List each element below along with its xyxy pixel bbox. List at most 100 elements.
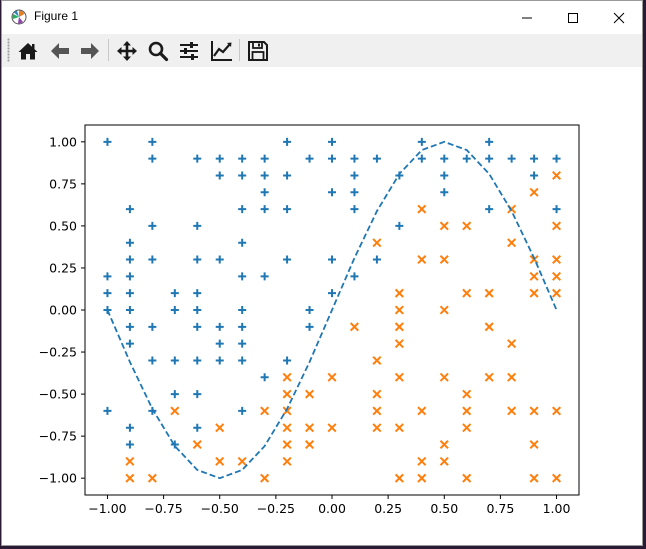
decision-boundary-curve [106,140,558,480]
cross-marker-point [507,238,517,248]
window-title: Figure 1 [34,9,79,23]
sliders-icon [180,42,198,60]
plus-marker-point [328,137,336,146]
minimize-icon [522,17,532,19]
plus-marker-point [260,171,269,180]
plus-marker-point [148,322,157,331]
maximize-button[interactable] [550,1,596,34]
plus-marker-point [372,154,381,163]
plus-marker-point [485,205,494,214]
plus-marker-point [215,339,224,348]
plus-marker-point [193,423,202,432]
y-tick-label: −0.75 [39,429,77,444]
line-chart-icon [211,41,232,61]
x-tick-label: 1.00 [543,501,571,516]
cross-marker-point [552,170,562,180]
edit-axis-button[interactable] [208,38,234,64]
scatter-plot[interactable]: −1.00 −0.75 −0.50 −0.25 0.00 0.25 0.50 0.75 1.00… [2,67,642,545]
toolbar-separator [239,39,240,61]
toolbar-grip-handle[interactable] [7,38,10,62]
cross-marker-point [237,456,247,466]
plus-marker-point [328,289,336,298]
back-button[interactable] [47,38,73,64]
plus-marker-point [103,289,112,298]
cross-marker-point [372,238,382,248]
plus-marker-point [552,154,561,163]
cross-marker-point [484,322,494,332]
cross-marker-point [552,288,562,298]
cross-marker-point [462,389,472,399]
cross-marker-point [439,255,449,265]
y-tick-label: −0.50 [39,387,77,402]
y-tick-label: −1.00 [39,471,77,486]
pan-button[interactable] [114,38,140,64]
home-icon [18,43,38,60]
plus-marker-point [485,154,494,163]
save-button[interactable] [245,38,271,64]
plus-marker-point [193,154,202,163]
plus-marker-point [193,390,202,399]
plus-marker-point [125,339,134,348]
cross-marker-point [372,423,382,433]
cross-marker-point [394,339,404,349]
cross-marker-point [439,456,449,466]
plus-marker-point [305,322,314,331]
forward-button[interactable] [77,38,103,64]
cross-marker-point [462,288,472,298]
cross-marker-point [529,473,539,483]
cross-marker-point [462,423,472,433]
y-tick-label: 0.75 [49,176,77,191]
plus-marker-point [238,238,247,247]
arrow-right-icon [81,43,99,59]
plus-marker-point [238,339,247,348]
plus-marker-point [372,255,381,264]
plus-marker-point [238,306,247,314]
x-tick-label: −1.00 [88,501,126,516]
plus-marker-point [125,289,134,298]
cross-marker-point [260,406,270,416]
cross-marker-point [529,187,539,197]
plus-marker-point [283,171,292,180]
plus-marker-point [238,406,247,415]
cross-marker-point [372,355,382,365]
minimize-button[interactable] [504,1,550,34]
cross-marker-point [417,406,427,416]
cross-marker-point [394,305,404,315]
cross-marker-point [484,372,494,382]
plus-marker-point [193,306,202,314]
zoom-button[interactable] [145,38,171,64]
plus-marker-point [260,188,269,197]
move-icon [117,41,137,61]
cross-marker-point [507,406,517,416]
cross-marker-point [282,389,292,399]
plus-marker-point [125,255,134,264]
plus-marker-point [440,188,449,197]
close-button[interactable] [596,1,642,34]
maximize-icon [568,13,578,23]
cross-marker-point [552,271,562,281]
plus-marker-point [417,137,426,146]
plus-marker-point [238,205,247,214]
cross-marker-point [462,406,472,416]
cross-marker-point [192,440,202,450]
plus-marker-point [507,154,516,163]
magnifier-icon [148,41,169,62]
plus-marker-point [148,221,157,230]
cross-marker-point [305,423,315,433]
floppy-disk-icon [248,41,268,61]
plus-marker-point [485,137,494,146]
cross-marker-point [260,473,270,483]
x-tick-label: 0.75 [486,501,514,516]
plus-marker-point [238,356,247,365]
plus-marker-point [283,255,292,264]
cross-marker-point [394,473,404,483]
plus-marker-point [462,154,471,163]
plus-marker-point [148,154,157,163]
home-button[interactable] [15,38,41,64]
configure-subplots-button[interactable] [176,38,202,64]
cross-marker-point [439,440,449,450]
figure-canvas[interactable]: −1.00 −0.75 −0.50 −0.25 0.00 0.25 0.50 0.75 1.00… [2,67,642,545]
title-bar[interactable]: Figure 1 [2,1,642,34]
cross-marker-point [462,473,472,483]
cross-marker-point [327,423,337,433]
